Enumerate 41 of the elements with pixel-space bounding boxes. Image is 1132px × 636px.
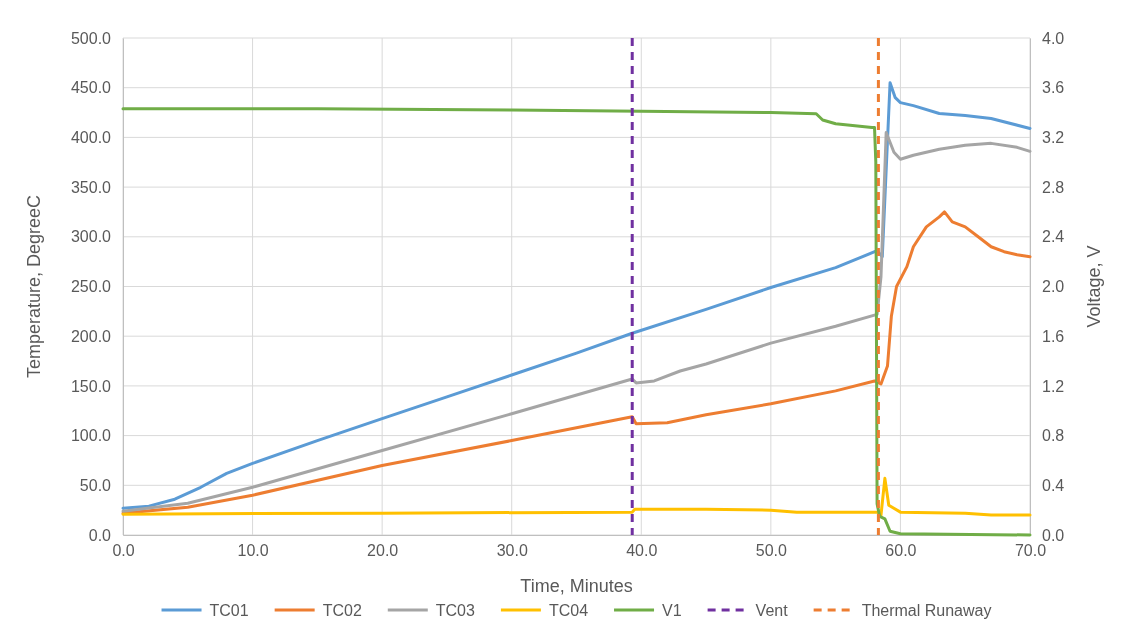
legend-label: V1	[662, 602, 682, 619]
y-tick-label: 400.0	[70, 129, 112, 147]
y2-tick-label: 0.0	[1042, 526, 1065, 544]
y2-tick-label: 3.6	[1042, 79, 1065, 97]
y-tick-label: 100.0	[70, 427, 112, 445]
x-tick-label: 30.0	[496, 542, 528, 560]
y2-axis-title: Voltage, V	[1084, 245, 1104, 328]
y2-tick-label: 2.0	[1042, 278, 1065, 296]
y-axis-title: Temperature, DegreeC	[24, 194, 44, 379]
y2-tick-label: 0.4	[1042, 476, 1065, 494]
legend-label: TC01	[209, 602, 249, 619]
y2-tick-label: 1.2	[1042, 377, 1065, 395]
x-tick-label: 40.0	[626, 542, 658, 560]
y2-tick-label: 2.4	[1042, 228, 1065, 246]
x-tick-label: 60.0	[885, 542, 917, 560]
y-tick-label: 450.0	[70, 79, 112, 97]
legend-label: TC03	[435, 602, 476, 619]
y2-tick-label: 1.6	[1042, 327, 1065, 345]
legend-label: Vent	[755, 602, 789, 619]
y-tick-label: 150.0	[70, 377, 112, 395]
x-tick-label: 50.0	[755, 542, 788, 560]
x-tick-label: 10.0	[237, 542, 269, 560]
y-tick-label: 50.0	[79, 476, 112, 494]
line-series	[121, 476, 1032, 517]
legend-label: TC04	[548, 602, 589, 619]
y-tick-label: 250.0	[70, 278, 112, 296]
y-tick-label: 0.0	[88, 526, 112, 544]
y2-tick-label: 4.0	[1042, 29, 1065, 47]
y-tick-label: 300.0	[70, 228, 112, 246]
y-tick-label: 500.0	[70, 29, 112, 47]
y-tick-label: 200.0	[70, 327, 112, 345]
x-tick-label: 0.0	[112, 542, 135, 560]
legend-label: Thermal Runaway	[861, 602, 992, 619]
y2-tick-label: 2.8	[1042, 178, 1065, 196]
y2-tick-label: 0.8	[1042, 427, 1065, 445]
x-axis-title: Time, Minutes	[520, 576, 633, 596]
y2-tick-label: 3.2	[1042, 129, 1065, 147]
y-tick-label: 350.0	[70, 178, 112, 196]
legend-label: TC02	[322, 602, 362, 619]
x-tick-label: 70.0	[1014, 542, 1047, 560]
x-tick-label: 20.0	[367, 542, 399, 560]
